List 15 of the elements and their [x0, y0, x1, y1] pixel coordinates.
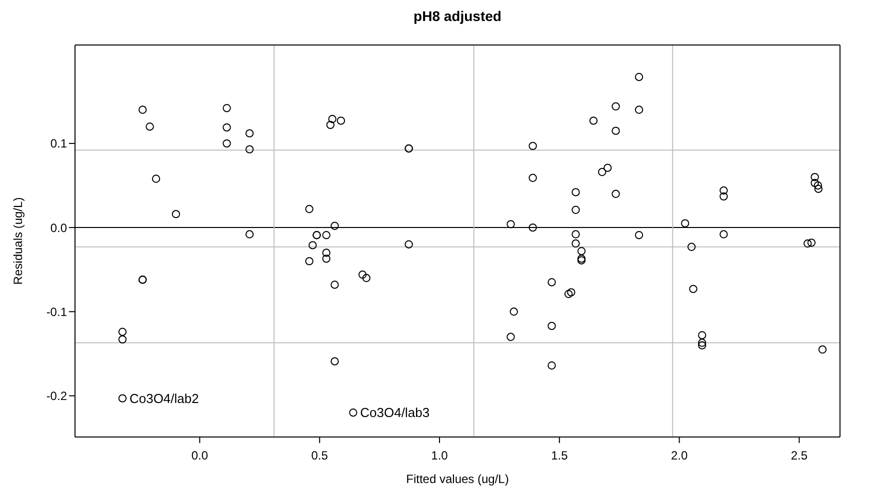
x-tick-label: 0.5 — [311, 448, 328, 463]
x-tick-label: 2.0 — [670, 448, 688, 463]
y-tick-label: 0.0 — [50, 220, 68, 235]
x-tick-label: 1.0 — [431, 448, 448, 463]
chart-title: pH8 adjusted — [412, 8, 502, 24]
y-axis-title: Residuals (ug/L) — [11, 197, 25, 285]
annotation: Co3O4/lab3 — [360, 405, 430, 420]
y-tick-label: 0.1 — [50, 136, 68, 151]
x-axis-title: Fitted values (ug/L) — [405, 472, 510, 486]
y-tick-label: -0.1 — [46, 304, 68, 319]
x-tick-label: 1.5 — [551, 448, 568, 463]
x-tick-label: 2.5 — [790, 448, 808, 463]
annotation: Co3O4/lab2 — [129, 390, 199, 406]
x-tick-label: 0.0 — [191, 448, 208, 463]
y-tick-label: -0.2 — [46, 389, 68, 404]
